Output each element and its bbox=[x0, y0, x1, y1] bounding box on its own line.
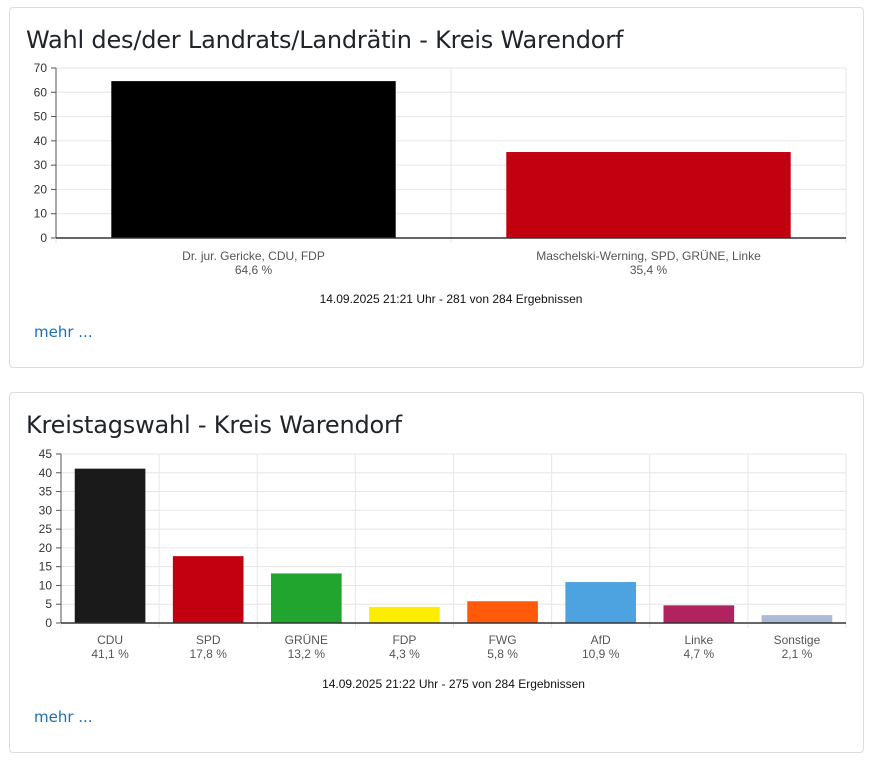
y-tick-label: 50 bbox=[34, 110, 48, 124]
kreistag-election-card: Kreistagswahl - Kreis Warendorf 0 5 10 15 20… bbox=[9, 392, 864, 753]
landrat-bar-chart: 0 10 20 30 40 50 60 70 Dr. jur. Gericke, CDU, FD… bbox=[34, 61, 847, 306]
y-tick-label: 35 bbox=[39, 485, 53, 499]
category-label: Maschelski-Werning, SPD, GRÜNE, Linke bbox=[536, 249, 761, 263]
more-link[interactable]: mehr ... bbox=[34, 323, 93, 341]
card-title: Kreistagswahl - Kreis Warendorf bbox=[26, 411, 402, 439]
more-link[interactable]: mehr ... bbox=[34, 708, 93, 726]
value-label: 64,6 % bbox=[235, 263, 273, 277]
value-label: 41,1 % bbox=[91, 647, 129, 661]
card-title: Wahl des/der Landrats/Landrätin - Kreis … bbox=[26, 26, 624, 54]
category-label: CDU bbox=[97, 633, 123, 647]
result-timestamp: 14.09.2025 21:21 Uhr - 281 von 284 Ergeb… bbox=[320, 292, 583, 306]
y-tick-label: 5 bbox=[45, 597, 52, 611]
y-tick-label: 30 bbox=[34, 158, 48, 172]
category-label: Dr. jur. Gericke, CDU, FDP bbox=[182, 249, 325, 263]
bar[interactable] bbox=[467, 601, 538, 623]
value-label: 35,4 % bbox=[630, 263, 668, 277]
y-tick-label: 0 bbox=[45, 616, 52, 630]
y-tick-label: 10 bbox=[34, 207, 48, 221]
category-label: Linke bbox=[684, 633, 713, 647]
bar[interactable] bbox=[565, 582, 637, 623]
category-label: Sonstige bbox=[774, 633, 821, 647]
y-tick-label: 30 bbox=[39, 503, 53, 517]
y-tick-label: 20 bbox=[39, 541, 53, 555]
value-label: 10,9 % bbox=[582, 647, 620, 661]
y-tick-label: 20 bbox=[34, 182, 48, 196]
value-label: 5,8 % bbox=[487, 647, 518, 661]
bar[interactable] bbox=[369, 606, 440, 623]
landrat-election-card: Wahl des/der Landrats/Landrätin - Kreis … bbox=[9, 7, 864, 368]
bar[interactable] bbox=[506, 152, 791, 238]
y-tick-label: 45 bbox=[39, 447, 53, 461]
value-label: 13,2 % bbox=[288, 647, 326, 661]
y-tick-label: 0 bbox=[40, 231, 47, 245]
bar[interactable] bbox=[172, 556, 244, 623]
y-tick-label: 10 bbox=[39, 578, 53, 592]
category-label: FWG bbox=[489, 633, 517, 647]
bar[interactable] bbox=[111, 81, 396, 238]
y-tick-label: 40 bbox=[39, 466, 53, 480]
value-label: 2,1 % bbox=[782, 647, 813, 661]
category-label: GRÜNE bbox=[285, 633, 328, 647]
value-label: 4,7 % bbox=[683, 647, 714, 661]
bar[interactable] bbox=[663, 605, 735, 623]
y-tick-label: 25 bbox=[39, 522, 53, 536]
y-tick-label: 70 bbox=[34, 61, 48, 75]
category-label: FDP bbox=[392, 633, 416, 647]
bar[interactable] bbox=[761, 615, 833, 623]
y-tick-label: 60 bbox=[34, 85, 48, 99]
category-label: SPD bbox=[196, 633, 221, 647]
value-label: 17,8 % bbox=[190, 647, 228, 661]
category-label: AfD bbox=[591, 633, 611, 647]
result-timestamp: 14.09.2025 21:22 Uhr - 275 von 284 Ergeb… bbox=[322, 677, 585, 691]
bar[interactable] bbox=[270, 573, 342, 623]
y-tick-label: 40 bbox=[34, 134, 48, 148]
y-tick-label: 15 bbox=[39, 560, 53, 574]
value-label: 4,3 % bbox=[389, 647, 420, 661]
bar[interactable] bbox=[74, 468, 146, 623]
